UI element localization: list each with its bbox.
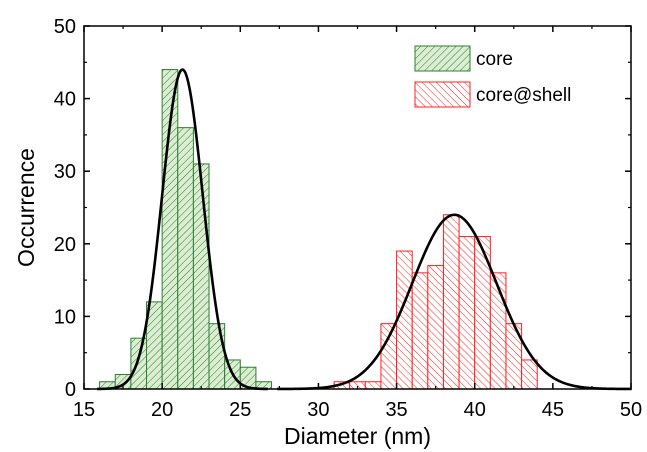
bar-core-3 — [146, 301, 163, 390]
bar-core-5 — [177, 127, 194, 390]
x-tick-label: 25 — [229, 399, 251, 421]
x-tick-label: 50 — [620, 399, 642, 421]
bar-hatch — [458, 236, 476, 390]
legend-label-core: core — [476, 49, 513, 70]
bar-core-shell-12 — [521, 359, 538, 390]
bar-core-9 — [239, 366, 257, 390]
bar-core-shell-3 — [380, 323, 398, 390]
fit-curve-core-shell — [277, 213, 632, 391]
bar-core-2 — [130, 337, 148, 390]
bar-hatch — [411, 272, 429, 390]
bar-core-shell-2 — [364, 381, 382, 390]
x-tick-label: 35 — [385, 399, 407, 421]
y-tick-label: 30 — [54, 161, 76, 183]
bar-core-shell-6 — [427, 265, 444, 390]
bar-core-shell-9 — [474, 236, 491, 390]
legend-swatch-core-shell — [414, 81, 471, 108]
bar-core-6 — [192, 163, 210, 390]
bar-core-shell-10 — [489, 272, 507, 390]
bar-core-shell-7 — [442, 214, 460, 390]
bar-core-shell-8 — [458, 236, 476, 390]
bar-hatch — [427, 265, 444, 390]
bar-hatch — [208, 323, 226, 390]
legend-label-core-shell: core@shell — [476, 85, 571, 106]
bar-core-7 — [208, 323, 226, 390]
y-tick-label: 50 — [54, 16, 76, 38]
bar-hatch — [130, 337, 148, 390]
tick-labels-layer: 15 20 25 30 35 40 45 50 0 10 20 30 40 50 — [54, 16, 642, 421]
legend: core core@shell — [414, 45, 571, 108]
y-tick-label: 20 — [54, 234, 76, 256]
x-tick-label: 15 — [73, 399, 95, 421]
legend-swatch-core — [414, 45, 471, 72]
x-axis-label: Diameter (nm) — [284, 423, 431, 449]
y-tick-label: 40 — [54, 89, 76, 111]
x-tick-label: 45 — [542, 399, 564, 421]
bar-hatch — [177, 127, 194, 390]
fit-curve-core — [97, 68, 268, 391]
bar-core-shell-4 — [396, 250, 413, 390]
y-axis-label: Occurrence — [13, 148, 39, 267]
bar-hatch — [192, 163, 210, 390]
x-tick-label: 20 — [151, 399, 173, 421]
y-tick-label: 0 — [65, 379, 76, 401]
bar-core-shell-5 — [411, 272, 429, 390]
x-tick-label: 40 — [464, 399, 486, 421]
x-tick-label: 30 — [307, 399, 329, 421]
axes-layer — [83, 25, 632, 390]
bar-hatch — [396, 250, 413, 390]
bar-hatch — [521, 359, 538, 390]
fit-curves-layer — [97, 68, 632, 391]
bar-hatch — [442, 214, 460, 390]
bar-hatch — [364, 381, 382, 390]
y-tick-label: 10 — [54, 306, 76, 328]
bar-hatch — [380, 323, 398, 390]
